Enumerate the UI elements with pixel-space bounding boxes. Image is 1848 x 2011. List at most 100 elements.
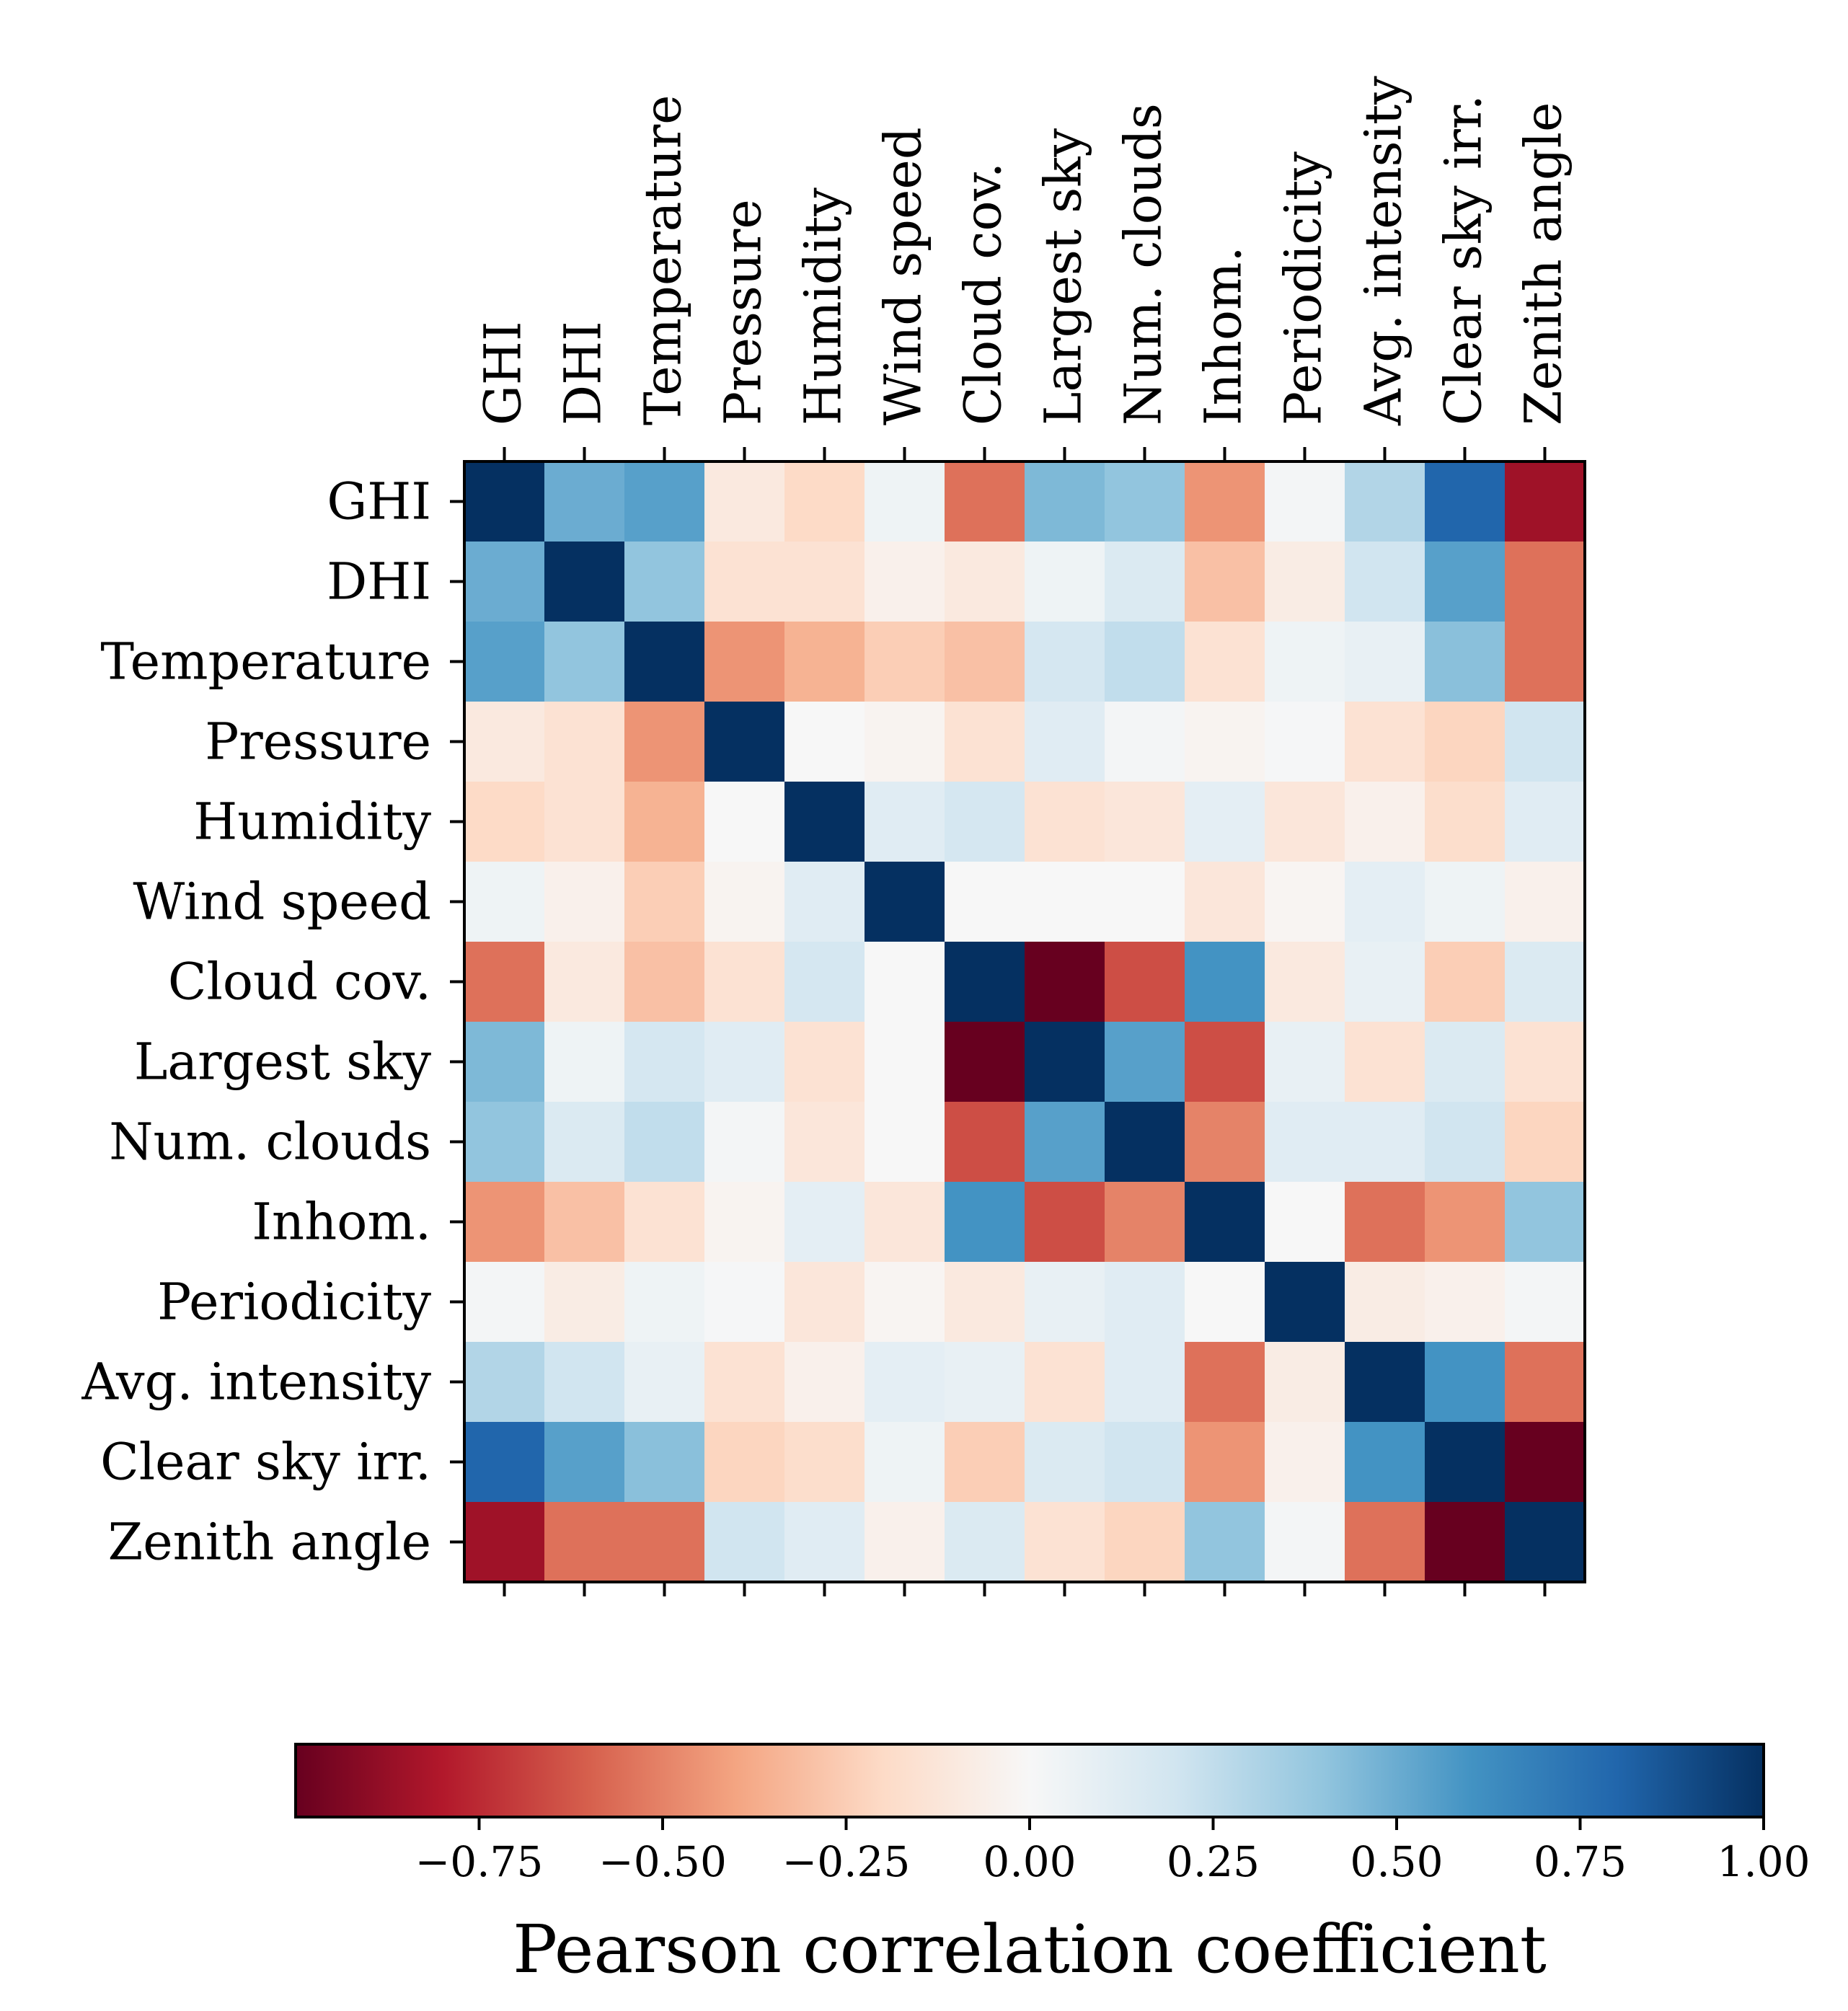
heatmap-cell [1105,1262,1185,1343]
heatmap-cell [784,1022,865,1102]
heatmap-cell [1185,782,1265,862]
heatmap-cell [1105,1182,1185,1263]
heatmap-cell [704,702,785,782]
heatmap-cell [945,1342,1025,1423]
heatmap-cell [1505,942,1586,1022]
colorbar-tick-label: −0.50 [598,1837,727,1886]
heatmap-cell [544,782,625,862]
colorbar-tick-label: −0.25 [782,1837,911,1886]
heatmap-cell [544,1422,625,1503]
heatmap-cell [704,1502,785,1583]
heatmap-frame [463,460,1586,1583]
heatmap-cell [1185,942,1265,1022]
heatmap-cell [1505,1502,1586,1583]
heatmap-cell [945,862,1025,942]
y-axis-label: Periodicity [157,1273,431,1332]
heatmap-cell [945,461,1025,542]
heatmap-cell [1425,622,1506,702]
heatmap-cell [1025,782,1105,862]
heatmap-cell [1105,1102,1185,1183]
heatmap-cell [464,622,545,702]
heatmap-cell [544,542,625,622]
y-axis-label: DHI [327,552,431,611]
heatmap-cell [865,1102,945,1183]
heatmap-cell [945,1262,1025,1343]
heatmap-cell [1265,1422,1345,1503]
heatmap-cell [784,542,865,622]
heatmap-cell [865,622,945,702]
heatmap-cell [1025,461,1105,542]
heatmap-cell [945,1422,1025,1503]
colorbar-tick-label: 0.50 [1350,1837,1443,1886]
heatmap-cell [464,1262,545,1343]
colorbar-title: Pearson correlation coefficient [513,1911,1547,1988]
heatmap-cell [544,1102,625,1183]
heatmap-cell [464,1182,545,1263]
heatmap-cell [544,461,625,542]
heatmap-cell [1265,461,1345,542]
heatmap-cell [1025,1262,1105,1343]
heatmap-cell [624,1182,705,1263]
heatmap-cell [1345,1422,1425,1503]
heatmap-cell [464,1022,545,1102]
heatmap-cell [1265,622,1345,702]
heatmap-cell [865,1182,945,1263]
heatmap-cell [1505,1102,1586,1183]
heatmap-cell [1425,1022,1506,1102]
colorbar-tick-label: 0.25 [1167,1837,1260,1886]
x-axis-label: Periodicity [1274,151,1333,425]
heatmap-cell [865,1022,945,1102]
heatmap-cell [945,622,1025,702]
heatmap-cell [464,1502,545,1583]
heatmap-cell [1425,1182,1506,1263]
heatmap-cell [1425,1342,1506,1423]
heatmap-cell [865,1342,945,1423]
heatmap-cell [784,782,865,862]
heatmap-cell [624,461,705,542]
heatmap-cell [1265,702,1345,782]
heatmap-cell [704,782,785,862]
heatmap-cell [1505,782,1586,862]
heatmap-cell [624,1022,705,1102]
y-axis-label: Wind speed [133,872,431,932]
heatmap-cell [1425,1502,1506,1583]
heatmap-cell [1185,862,1265,942]
heatmap-cell [704,1342,785,1423]
heatmap-cell [464,702,545,782]
heatmap-cell [624,1502,705,1583]
heatmap-cell [1265,1182,1345,1263]
heatmap-cell [945,782,1025,862]
x-axis-label: Pressure [714,199,773,425]
heatmap-cell [1425,1262,1506,1343]
heatmap-cell [945,1502,1025,1583]
axis-ticks [450,447,1547,1596]
x-axis-label: Avg. intensity [1354,76,1413,426]
heatmap-cell [1025,1502,1105,1583]
heatmap-cell [865,702,945,782]
heatmap-cell [1105,702,1185,782]
x-axis-label: GHI [474,321,533,425]
x-axis-label: Temperature [634,94,693,425]
heatmap-cell [704,862,785,942]
heatmap-cell [1505,542,1586,622]
heatmap-cell [1345,1022,1425,1102]
heatmap-cell [1345,461,1425,542]
heatmap-cells [464,461,1586,1583]
x-axis-label: Clear sky irr. [1434,94,1493,425]
heatmap-cell [1185,1422,1265,1503]
heatmap-cell [1345,862,1425,942]
heatmap-cell [1425,542,1506,622]
heatmap-cell [1345,782,1425,862]
heatmap-cell [784,942,865,1022]
heatmap-cell [1425,461,1506,542]
x-axis-label: Zenith angle [1514,102,1573,425]
heatmap-cell [1185,1182,1265,1263]
heatmap-cell [865,942,945,1022]
heatmap-cell [945,702,1025,782]
heatmap-cell [865,542,945,622]
heatmap-cell [544,942,625,1022]
heatmap-cell [945,1182,1025,1263]
heatmap-cell [1105,1422,1185,1503]
heatmap-cell [1345,1102,1425,1183]
heatmap-cell [624,702,705,782]
